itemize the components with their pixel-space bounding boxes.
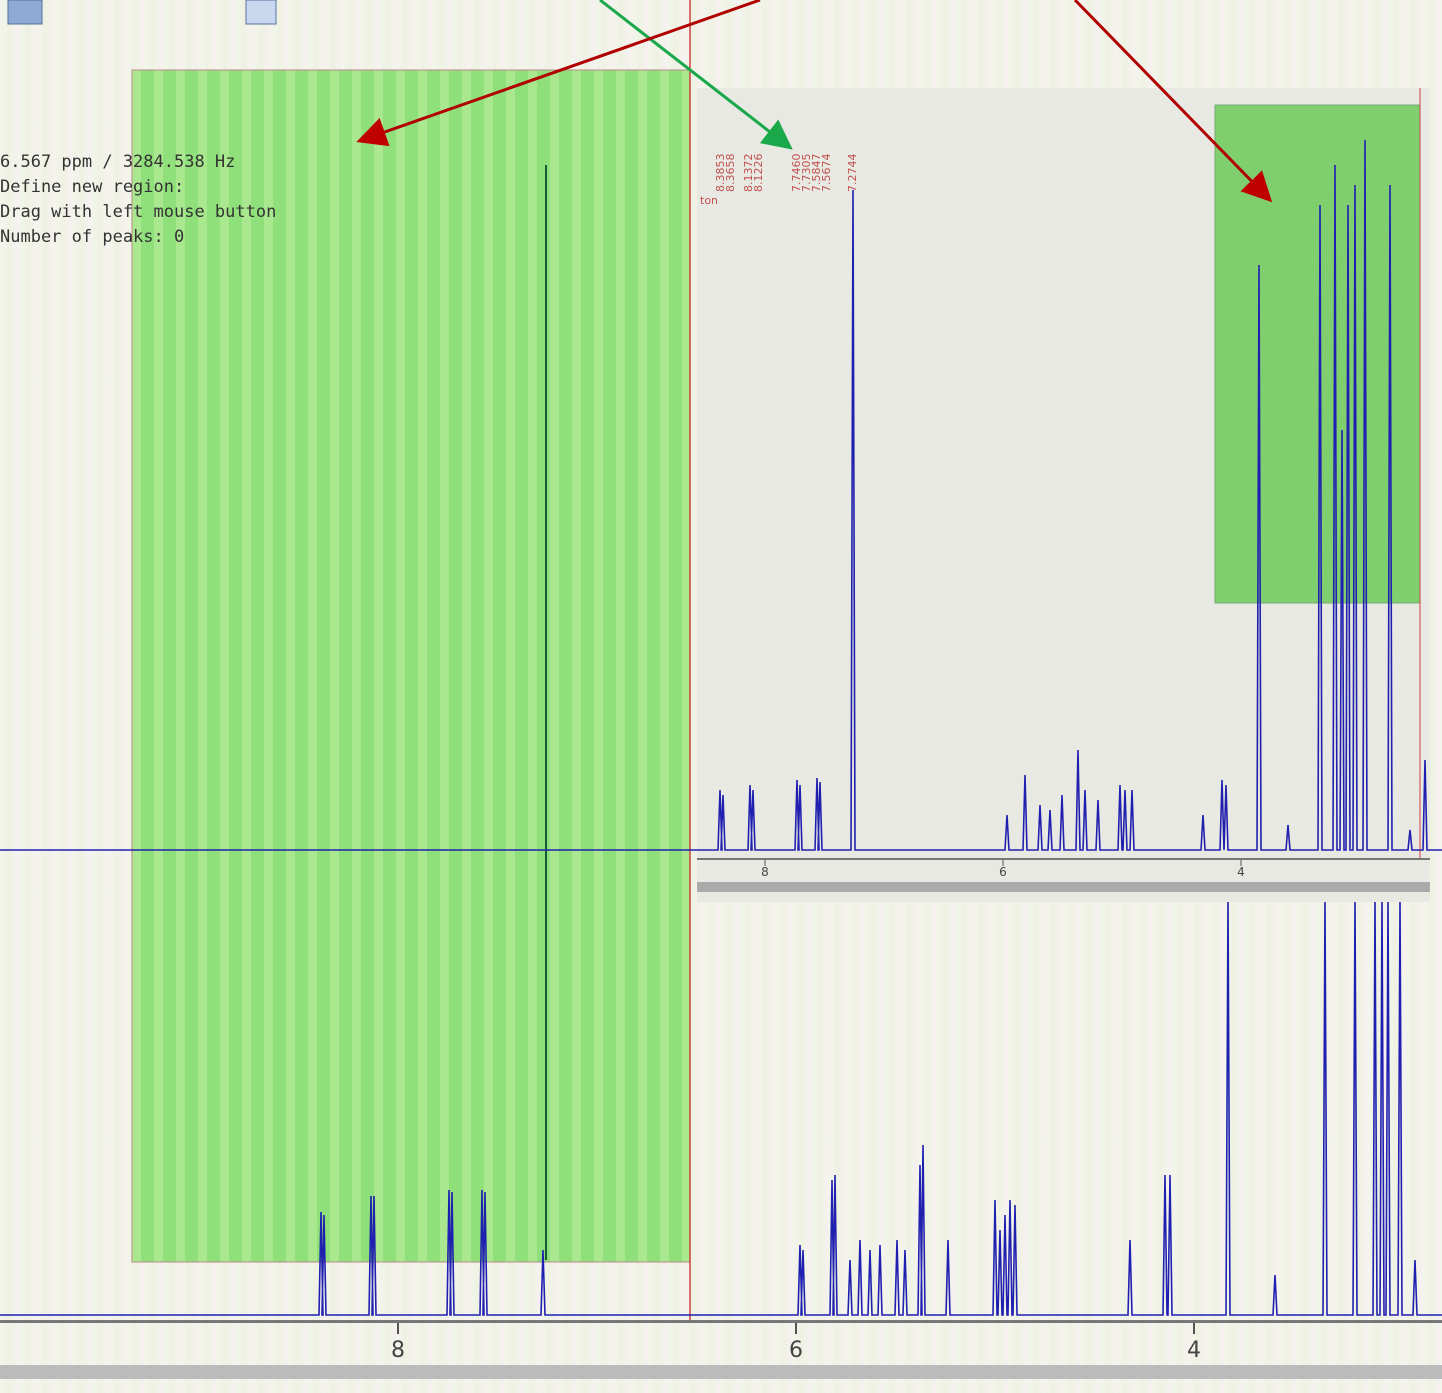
x-tick-label: 6 [789,1338,803,1363]
x-tick-label: 4 [1187,1338,1201,1363]
peak-label: 7.5674 [820,154,833,193]
toolbar-icon[interactable] [8,0,42,24]
status-line: 6.567 ppm / 3284.538 Hz [0,152,235,172]
x-tick-label: 8 [761,865,769,879]
inset-scrollbar [697,882,1430,892]
axis-line [0,1320,1442,1323]
inset-side-label: ton [700,194,718,207]
scrollbar [0,1365,1442,1379]
x-tick-label: 4 [1237,865,1245,879]
peak-label: 7.2744 [846,154,859,193]
status-line: Define new region: [0,177,184,197]
toolbar-icon[interactable] [246,0,276,24]
peak-label: 8.1226 [752,154,765,193]
screenshot: 6.567 ppm / 3284.538 Hz Define new region… [0,0,1442,1393]
status-line: Number of peaks: 0 [0,227,184,247]
x-tick-label: 8 [391,1338,405,1363]
peak-label: 8.3658 [724,154,737,193]
inset-axis-line [697,858,1430,860]
status-line: Drag with left mouse button [0,202,276,222]
x-tick-label: 6 [999,865,1007,879]
nmr-view: 6.567 ppm / 3284.538 Hz Define new region… [0,0,1442,1393]
selection-region [132,70,690,1262]
